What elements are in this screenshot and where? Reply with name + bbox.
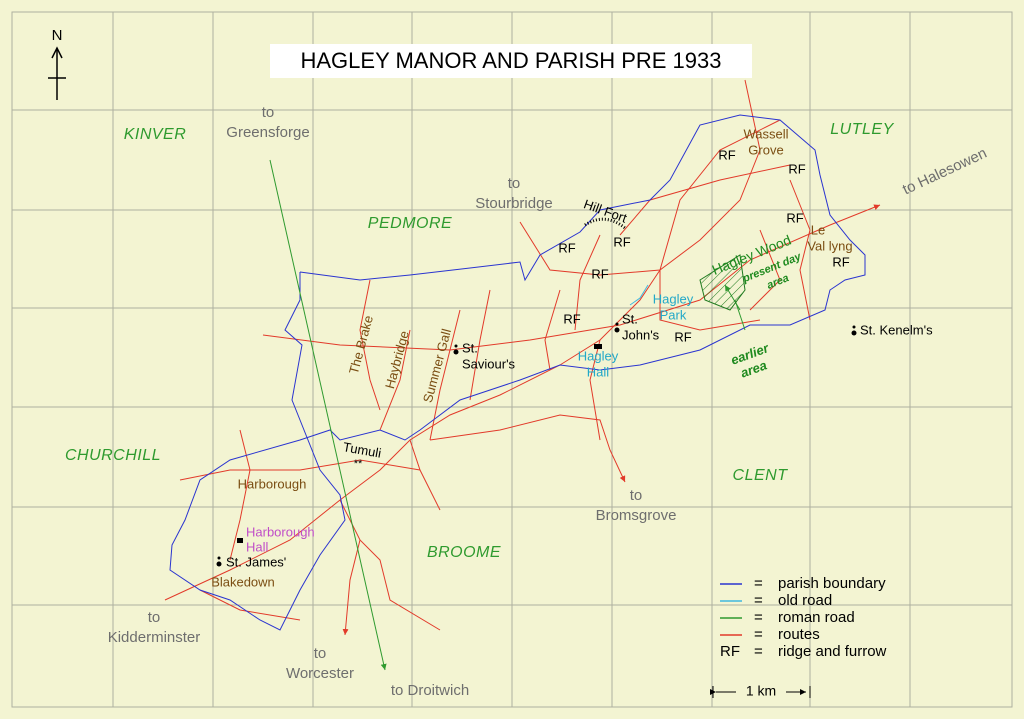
legend-key: RF bbox=[720, 643, 740, 660]
place-name: Harborough bbox=[246, 524, 315, 539]
ridge-furrow: RF bbox=[788, 161, 805, 176]
church-name: St. Kenelm's bbox=[860, 322, 933, 337]
place-name: Hall bbox=[246, 539, 269, 554]
ridge-furrow: RF bbox=[558, 240, 575, 255]
parish-name: CHURCHILL bbox=[65, 447, 161, 464]
legend-sign: = bbox=[754, 575, 763, 592]
ridge-furrow: RF bbox=[718, 147, 735, 162]
scale-label: 1 km bbox=[746, 683, 776, 699]
compass-label: N bbox=[52, 27, 63, 44]
ridge-furrow: RF bbox=[613, 234, 630, 249]
church-name: Saviour's bbox=[462, 356, 516, 371]
legend-label: routes bbox=[778, 626, 820, 643]
church-name: St. bbox=[622, 311, 638, 326]
place-name: Tumuli bbox=[342, 439, 383, 460]
destination: to Droitwich bbox=[391, 682, 469, 699]
destination: to bbox=[508, 175, 521, 192]
destination: to bbox=[314, 645, 327, 662]
legend-sign: = bbox=[754, 626, 763, 643]
place-name: Blakedown bbox=[211, 574, 275, 589]
destination: Greensforge bbox=[226, 124, 309, 141]
place-name: Hagley bbox=[653, 291, 694, 306]
destination: Worcester bbox=[286, 665, 354, 682]
place-name: Harborough bbox=[238, 476, 307, 491]
church-name: John's bbox=[622, 327, 660, 342]
parish-boundary bbox=[169, 114, 866, 631]
ridge-furrow: RF bbox=[674, 329, 691, 344]
destination: Stourbridge bbox=[475, 195, 553, 212]
parish-name: LUTLEY bbox=[830, 121, 894, 138]
place-name: Wassell bbox=[743, 126, 788, 141]
ridge-furrow: RF bbox=[832, 254, 849, 269]
legend-sign: = bbox=[754, 592, 763, 609]
ridge-furrow: RF bbox=[786, 210, 803, 225]
church-name: St. bbox=[462, 340, 478, 355]
hagley-wood-area bbox=[699, 254, 746, 311]
hill-fort bbox=[584, 217, 626, 230]
place-name: Grove bbox=[748, 142, 783, 157]
routes bbox=[164, 79, 881, 636]
hall-marker bbox=[237, 538, 243, 543]
legend-label: ridge and furrow bbox=[778, 643, 887, 660]
legend-label: parish boundary bbox=[778, 575, 886, 592]
place-name: Park bbox=[660, 307, 687, 322]
hall-marker bbox=[594, 344, 602, 349]
title-box bbox=[270, 44, 752, 78]
parish-name: CLENT bbox=[733, 467, 789, 484]
parish-name: BROOME bbox=[427, 544, 501, 561]
legend-label: old road bbox=[778, 592, 832, 609]
ridge-furrow: RF bbox=[563, 311, 580, 326]
compass-arrow bbox=[48, 46, 66, 100]
scale-bar bbox=[710, 686, 811, 698]
parish-name: KINVER bbox=[124, 126, 187, 143]
parish-name: PEDMORE bbox=[368, 215, 452, 232]
destination: to bbox=[630, 487, 643, 504]
church-markers bbox=[216, 322, 857, 567]
legend-sign: = bbox=[754, 643, 763, 660]
legend-label: roman road bbox=[778, 609, 855, 626]
title: HAGLEY MANOR AND PARISH PRE 1933 bbox=[301, 48, 722, 73]
church-name: St. James' bbox=[226, 554, 286, 569]
place-name: Hagley bbox=[578, 348, 619, 363]
place-name: Le bbox=[811, 222, 825, 237]
grid bbox=[11, 11, 1013, 708]
destination: to bbox=[148, 609, 161, 626]
legend-sign: = bbox=[754, 609, 763, 626]
destination: to bbox=[262, 104, 275, 121]
tumuli-marks: ** bbox=[354, 458, 363, 470]
place-name: Val lyng bbox=[807, 238, 852, 253]
destination: Bromsgrove bbox=[596, 507, 677, 524]
place-name: Hall bbox=[587, 364, 610, 379]
old-road bbox=[629, 284, 649, 306]
destination: Kidderminster bbox=[108, 629, 201, 646]
ridge-furrow: RF bbox=[591, 266, 608, 281]
legend: = parish boundary = old road = roman road = rou… bbox=[720, 575, 887, 660]
